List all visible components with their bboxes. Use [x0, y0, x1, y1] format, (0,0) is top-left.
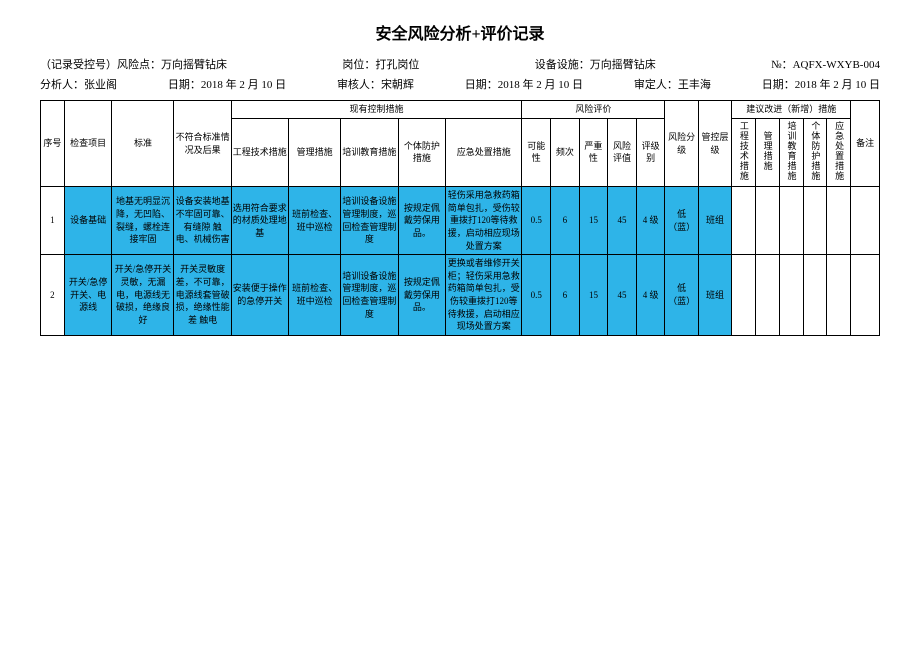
cell-rclass: 低（蓝）	[665, 255, 698, 336]
cell-seq: 1	[41, 187, 65, 255]
th-poss: 可能性	[522, 118, 551, 187]
cell-s_eng	[732, 187, 756, 255]
th-rlvl: 评级别	[636, 118, 665, 187]
cell-s_eng	[732, 255, 756, 336]
meta-row-2: 分析人：张业阁 日期：2018 年 2 月 10 日 审核人：宋朝辉 日期：20…	[40, 76, 880, 92]
cell-ppe: 按规定佩戴劳保用品。	[398, 187, 446, 255]
th-s-ppe: 个体防护措施	[803, 118, 827, 187]
th-seq: 序号	[41, 101, 65, 187]
cell-seq: 2	[41, 255, 65, 336]
th-ppe: 个体防护措施	[398, 118, 446, 187]
cell-s_train	[779, 187, 803, 255]
th-s-train: 培训教育措施	[779, 118, 803, 187]
meta-row-1: （记录受控号）风险点：万向摇臂钻床 岗位：打孔岗位 设备设施：万向摇臂钻床 №：…	[40, 56, 880, 72]
th-eng: 工程技术措施	[231, 118, 288, 187]
cell-standard: 地基无明显沉降，无凹陷、裂缝，螺栓连接牢固	[112, 187, 174, 255]
cell-ppe: 按规定佩戴劳保用品。	[398, 255, 446, 336]
th-train: 培训教育措施	[341, 118, 398, 187]
cell-s_emerg	[827, 255, 851, 336]
cell-ctrl_lvl: 班组	[698, 187, 731, 255]
th-suggest: 建议改进（新增）措施	[732, 101, 851, 119]
cell-sev: 15	[579, 187, 608, 255]
cell-poss: 0.5	[522, 187, 551, 255]
table-row: 2开关/急停开关、电源线开关/急停开关灵敏，无漏电，电源线无破损，绝缘良好开关灵…	[41, 255, 880, 336]
cell-noncon: 设备安装地基不牢固可靠、有缝隙 触电、机械伤害	[174, 187, 231, 255]
th-s-eng: 工程技术措施	[732, 118, 756, 187]
cell-item: 开关/急停开关、电源线	[64, 255, 112, 336]
cell-train: 培训设备设施管理制度，巡回检查管理制度	[341, 255, 398, 336]
th-s-emerg: 应急处置措施	[827, 118, 851, 187]
cell-noncon: 开关灵敏度差，不可靠，电源线套管破损，绝缘性能差 触电	[174, 255, 231, 336]
th-standard: 标准	[112, 101, 174, 187]
table-row: 1设备基础地基无明显沉降，无凹陷、裂缝，螺栓连接牢固设备安装地基不牢固可靠、有缝…	[41, 187, 880, 255]
th-controls: 现有控制措施	[231, 101, 522, 119]
cell-s_ppe	[803, 255, 827, 336]
cell-s_emerg	[827, 187, 851, 255]
cell-rlvl: 4 级	[636, 255, 665, 336]
cell-mgmt: 班前检查、班中巡检	[288, 187, 340, 255]
cell-emerg: 更换或者维修开关柜；轻伤采用急救药箱简单包扎，受伤较重拨打120等待救援，启动相…	[446, 255, 522, 336]
cell-rlvl: 4 级	[636, 187, 665, 255]
cell-rval: 45	[608, 255, 637, 336]
th-mgmt: 管理措施	[288, 118, 340, 187]
cell-sev: 15	[579, 255, 608, 336]
cell-item: 设备基础	[64, 187, 112, 255]
th-rclass: 风险分级	[665, 101, 698, 187]
cell-freq: 6	[551, 187, 580, 255]
cell-s_ppe	[803, 187, 827, 255]
th-emerg: 应急处置措施	[446, 118, 522, 187]
cell-poss: 0.5	[522, 255, 551, 336]
risk-table: 序号 检查项目 标准 不符合标准情况及后果 现有控制措施 风险评价 风险分级 管…	[40, 100, 880, 336]
th-eval: 风险评价	[522, 101, 665, 119]
cell-rclass: 低（蓝）	[665, 187, 698, 255]
cell-mgmt: 班前检查、班中巡检	[288, 255, 340, 336]
cell-s_train	[779, 255, 803, 336]
cell-ctrl_lvl: 班组	[698, 255, 731, 336]
cell-freq: 6	[551, 255, 580, 336]
cell-eng: 选用符合要求的材质处理地基	[231, 187, 288, 255]
th-ctrl-lvl: 管控层级	[698, 101, 731, 187]
th-rval: 风险评值	[608, 118, 637, 187]
cell-train: 培训设备设施管理制度，巡回检查管理制度	[341, 187, 398, 255]
cell-rval: 45	[608, 187, 637, 255]
cell-standard: 开关/急停开关灵敏，无漏电，电源线无破损，绝缘良好	[112, 255, 174, 336]
th-item: 检查项目	[64, 101, 112, 187]
th-sev: 严重性	[579, 118, 608, 187]
cell-emerg: 轻伤采用急救药箱简单包扎，受伤较重拨打120等待救援，启动相应现场处置方案	[446, 187, 522, 255]
th-s-mgmt: 管理措施	[755, 118, 779, 187]
cell-s_mgmt	[755, 255, 779, 336]
th-remark: 备注	[851, 101, 880, 187]
cell-remark	[851, 187, 880, 255]
cell-remark	[851, 255, 880, 336]
th-noncon: 不符合标准情况及后果	[174, 101, 231, 187]
page-title: 安全风险分析+评价记录	[40, 20, 880, 44]
cell-s_mgmt	[755, 187, 779, 255]
th-freq: 频次	[551, 118, 580, 187]
cell-eng: 安装便于操作的急停开关	[231, 255, 288, 336]
